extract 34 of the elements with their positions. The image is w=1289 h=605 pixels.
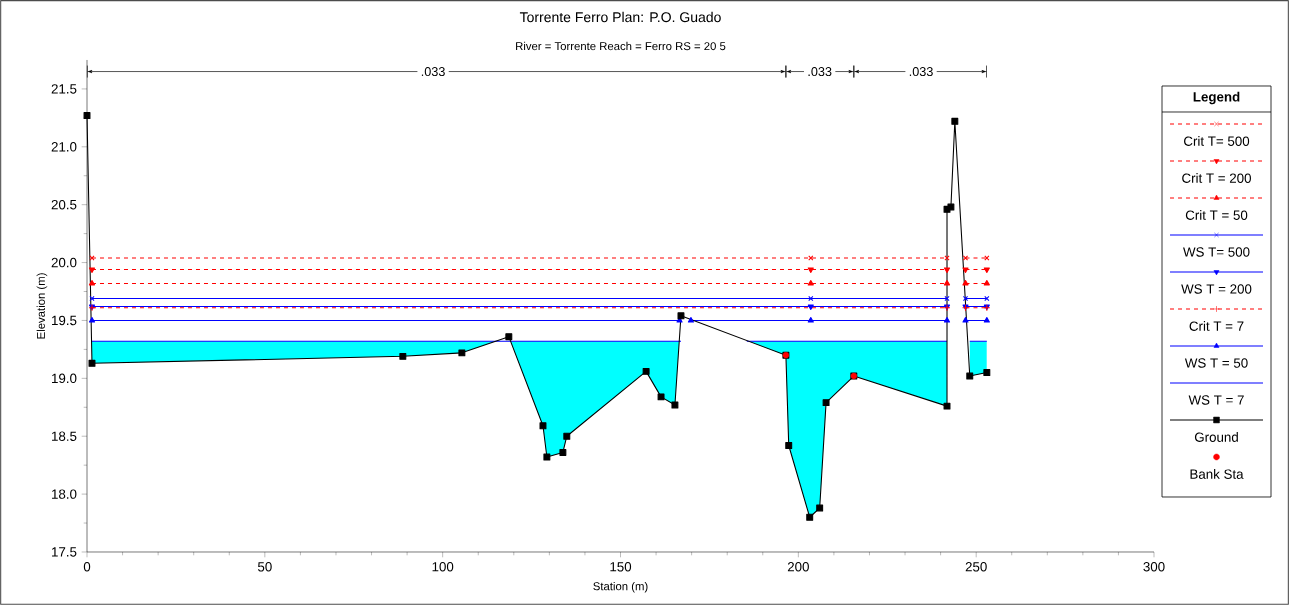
chart-title: Torrente Ferro Plan: P.O. Guado xyxy=(519,11,721,23)
legend-label: Ground xyxy=(1194,432,1238,442)
y-tick-label: 18.5 xyxy=(52,431,77,441)
legend-label: Crit T = 50 xyxy=(1185,210,1248,220)
legend-label: WS T = 50 xyxy=(1184,358,1248,368)
y-tick-label: 19.0 xyxy=(52,373,77,384)
y-tick-label: 17.5 xyxy=(52,547,77,557)
y-axis-title: Elevation (m) xyxy=(36,273,48,339)
x-tick-label: 0 xyxy=(83,562,91,572)
x-tick-label: 300 xyxy=(1143,562,1165,572)
y-tick-label: 20.5 xyxy=(51,199,77,210)
y-tick-label: 21.5 xyxy=(51,84,77,94)
annotation: .033 xyxy=(808,67,832,77)
legend-label: WS T= 500 xyxy=(1183,247,1250,257)
x-axis-title: Station (m) xyxy=(593,581,648,593)
x-tick-label: 200 xyxy=(787,562,809,572)
legend-label: WS T = 200 xyxy=(1181,284,1252,294)
annotation: .033 xyxy=(909,67,933,77)
y-tick-label: 20.0 xyxy=(51,257,77,268)
annotation: .033 xyxy=(421,67,445,77)
legend-title: Legend xyxy=(1193,91,1240,105)
legend-label: Crit T = 7 xyxy=(1189,321,1244,331)
x-tick-label: 50 xyxy=(257,562,272,572)
y-tick-label: 19.5 xyxy=(52,315,77,326)
x-tick-label: 250 xyxy=(965,562,987,572)
legend-label: Crit T = 200 xyxy=(1182,173,1251,183)
text: WS T = 7 xyxy=(1188,395,1244,405)
x-tick-label: 100 xyxy=(432,562,454,572)
legend-label: Bank Sta xyxy=(1190,469,1244,479)
chart-subtitle: River = Torrente Reach = Ferro RS = 20 5 xyxy=(516,41,726,51)
legend-label: Crit T= 500 xyxy=(1184,136,1250,146)
y-tick-label: 18.0 xyxy=(52,489,77,499)
x-tick-label: 150 xyxy=(610,562,632,572)
y-tick-label: 21.0 xyxy=(51,142,77,152)
